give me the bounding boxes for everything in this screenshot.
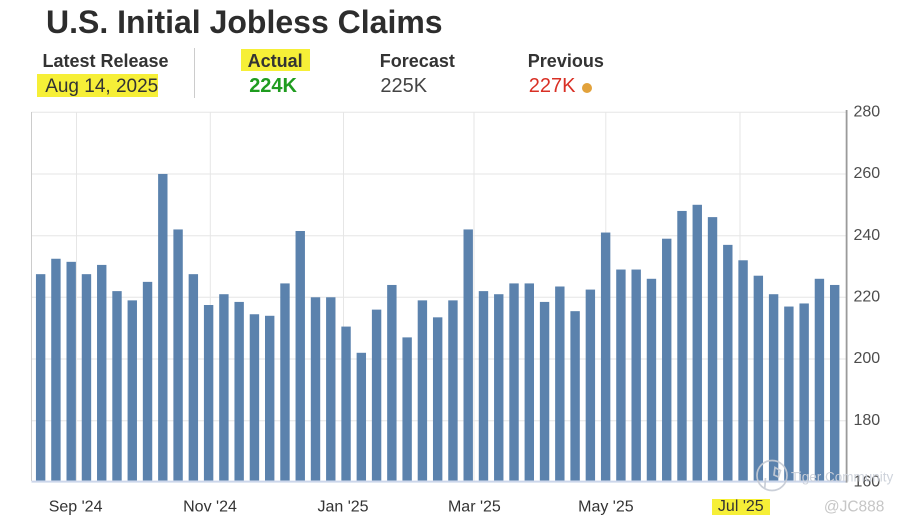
svg-text:Mar '25: Mar '25 bbox=[448, 499, 501, 516]
svg-text:May '25: May '25 bbox=[578, 499, 634, 516]
svg-text:@JC888: @JC888 bbox=[824, 499, 885, 516]
svg-text:Jan '25: Jan '25 bbox=[317, 499, 368, 516]
svg-text:Nov '24: Nov '24 bbox=[183, 499, 237, 516]
svg-text:160: 160 bbox=[854, 474, 881, 491]
svg-text:260: 260 bbox=[854, 165, 881, 182]
svg-text:180: 180 bbox=[854, 412, 881, 429]
svg-text:220: 220 bbox=[854, 289, 881, 306]
svg-text:Tiger Community: Tiger Community bbox=[791, 470, 894, 485]
svg-text:Sep '24: Sep '24 bbox=[49, 499, 103, 516]
svg-text:240: 240 bbox=[854, 227, 881, 244]
svg-text:280: 280 bbox=[854, 104, 881, 121]
svg-text:200: 200 bbox=[854, 350, 881, 367]
